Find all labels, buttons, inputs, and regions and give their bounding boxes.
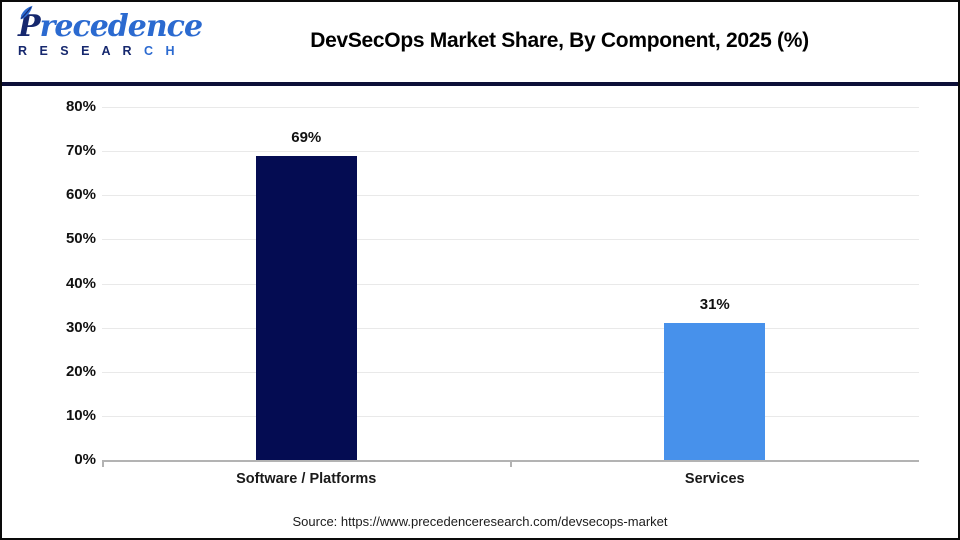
gridline-40 xyxy=(102,283,919,285)
gridline-50 xyxy=(102,239,919,241)
y-axis-tick-label: 50% xyxy=(65,230,96,248)
bar-value-label: 69% xyxy=(291,128,322,146)
source-text: Source: https://www.precedenceresearch.c… xyxy=(292,514,668,529)
logo-leaf-icon xyxy=(20,5,33,20)
x-axis-tick xyxy=(102,460,104,467)
bar-value-label: 31% xyxy=(699,296,730,314)
x-axis-category-label: Software / Platforms xyxy=(236,471,377,487)
gridline-10 xyxy=(102,415,919,417)
gridline-80 xyxy=(102,107,919,108)
y-axis-tick-label: 40% xyxy=(65,274,96,292)
chart-title: DevSecOps Market Share, By Component, 20… xyxy=(310,29,809,52)
x-axis-category-label: Services xyxy=(684,471,745,487)
logo-letter-p: P xyxy=(18,9,41,44)
y-axis-tick-label: 80% xyxy=(65,98,96,115)
bar-services xyxy=(664,323,766,460)
logo-wordmark: Precedence xyxy=(18,5,203,44)
y-axis-tick-label: 30% xyxy=(65,318,96,336)
gridline-30 xyxy=(102,327,919,329)
logo-research-line: R E S E A R C H xyxy=(18,43,180,58)
y-axis-tick-label: 0% xyxy=(74,451,96,468)
bar-software-platforms xyxy=(255,155,357,460)
gridline-60 xyxy=(102,195,919,197)
precedence-research-logo: Precedence R E S E A R C H xyxy=(18,5,203,58)
y-axis-tick-label: 20% xyxy=(65,362,96,380)
y-axis-tick-label: 70% xyxy=(65,142,96,160)
x-axis-tick xyxy=(509,460,512,467)
y-axis-tick-label: 10% xyxy=(65,406,96,424)
y-axis-tick-label: 60% xyxy=(65,186,96,204)
gridline-20 xyxy=(102,371,919,373)
gridline-70 xyxy=(102,151,919,153)
header-divider xyxy=(2,82,958,86)
logo-letters-recedence: recedence xyxy=(39,9,203,44)
